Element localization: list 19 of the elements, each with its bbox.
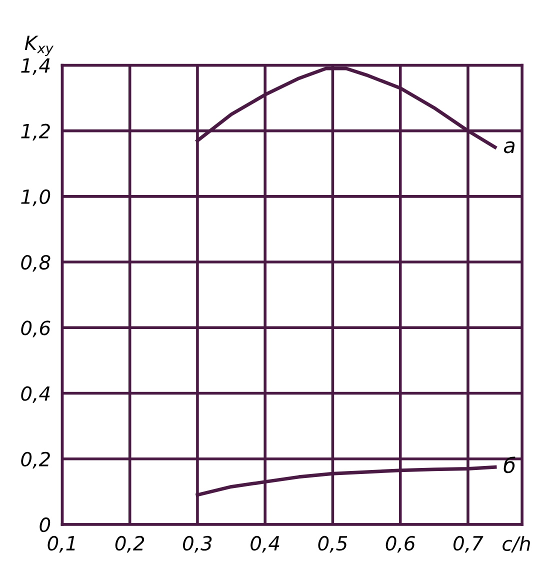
- x-tick-label: 0,3: [182, 536, 212, 553]
- x-tick-label: 0,1: [48, 536, 75, 553]
- series-label: а: [504, 141, 515, 154]
- y-tick-label: 0,2: [21, 452, 50, 469]
- x-tick-label: 0,5: [318, 536, 348, 553]
- x-tick-label: 0,4: [250, 536, 280, 553]
- y-tick-label: 1,2: [21, 124, 50, 140]
- x-tick-label: 0,6: [386, 536, 415, 553]
- series-label: б: [504, 456, 516, 474]
- y-axis-title: K$_{xy}$: [24, 36, 54, 56]
- x-tick-label: 0,2: [115, 536, 144, 553]
- y-tick-label: 0,8: [21, 254, 50, 272]
- y-tick-label: 0: [40, 517, 50, 532]
- y-tick-label: 1,4: [21, 58, 50, 75]
- y-tick-label: 1,0: [21, 189, 50, 206]
- x-axis-title: c/h: [502, 536, 530, 553]
- y-tick-label: 0,6: [21, 320, 50, 338]
- y-tick-label: 0,4: [21, 386, 50, 403]
- x-tick-label: 0,7: [453, 536, 484, 553]
